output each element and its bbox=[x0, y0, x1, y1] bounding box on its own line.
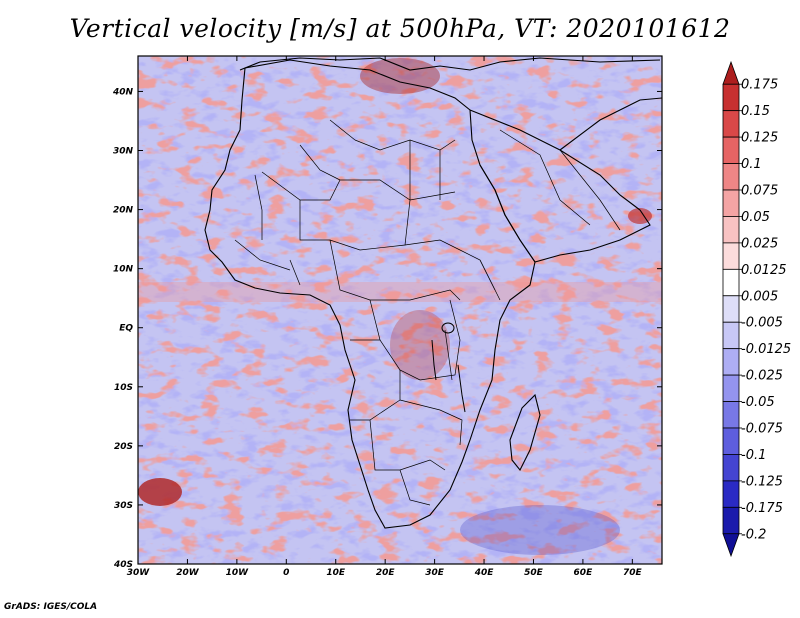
colorbar-segment bbox=[722, 321, 740, 350]
lat-tick-label: 10N bbox=[113, 265, 134, 275]
colorbar-segment bbox=[722, 401, 740, 429]
lon-tick-label: 30E bbox=[425, 568, 445, 578]
colorbar-label: -0.075 bbox=[741, 421, 783, 436]
colorbar-segment bbox=[722, 216, 740, 244]
lon-tick-label: 20E bbox=[376, 568, 396, 578]
iran-coastline bbox=[559, 97, 662, 151]
red-cell-north-africa bbox=[360, 58, 440, 94]
colorbar-label: 0.075 bbox=[741, 184, 778, 199]
colorbar-label: -0.175 bbox=[741, 501, 783, 516]
lat-tick-label: 30N bbox=[113, 147, 134, 157]
country-borders bbox=[234, 119, 621, 506]
map-title: Vertical velocity [m/s] at 500hPa, VT: 2… bbox=[69, 14, 731, 43]
longitude-labels: 30W 20W 10W 0 10E 20E 30E 40E 50E 60E 70E bbox=[127, 568, 643, 578]
colorbar-label: 0.125 bbox=[741, 131, 778, 146]
colorbar-segment bbox=[722, 480, 740, 508]
europe-coastline bbox=[239, 57, 661, 71]
colorbar-label: -0.1 bbox=[741, 448, 766, 463]
lon-tick-label: 60E bbox=[574, 568, 594, 578]
colorbar-label: 0.025 bbox=[741, 236, 778, 251]
lon-tick-label: 30W bbox=[127, 568, 151, 578]
colorbar-segment bbox=[722, 427, 740, 455]
colorbar-label: -0.125 bbox=[741, 474, 783, 489]
plot-frame bbox=[137, 55, 663, 565]
lon-tick-label: 10E bbox=[326, 568, 346, 578]
lon-tick-label: 40E bbox=[474, 568, 495, 578]
latitude-labels: 40N 30N 20N 10N EQ 10S 20S 30S 40S bbox=[112, 87, 134, 570]
axis-ticks bbox=[137, 56, 662, 565]
colorbar bbox=[722, 60, 740, 558]
lat-tick-label: 20S bbox=[114, 442, 133, 452]
colorbar-segment bbox=[722, 163, 740, 191]
lat-tick-label: 40S bbox=[113, 560, 133, 570]
colorbar-segment bbox=[722, 83, 740, 112]
lakes bbox=[431, 322, 466, 413]
lon-tick-label: 50E bbox=[524, 568, 544, 578]
coastlines bbox=[204, 57, 662, 529]
colorbar-segment bbox=[722, 110, 740, 138]
lon-tick-label: 0 bbox=[283, 568, 289, 578]
lat-tick-label: EQ bbox=[119, 324, 133, 334]
colorbar-label: 0.05 bbox=[741, 210, 770, 225]
colorbar-label: 0.175 bbox=[741, 78, 778, 93]
colorbar-labels: 0.175 0.15 0.125 0.1 0.075 0.05 0.025 0.0125 0.0… bbox=[739, 78, 791, 542]
colorbar-segment bbox=[722, 295, 740, 323]
colorbar-segment bbox=[722, 242, 740, 270]
colorbar-label: -0.2 bbox=[741, 527, 766, 542]
colorbar-label: -0.0125 bbox=[741, 342, 791, 357]
blue-cell-south bbox=[460, 505, 620, 555]
colorbar-segment bbox=[722, 348, 740, 376]
colorbar-label: 0.0125 bbox=[741, 263, 787, 278]
colorbar-label: -0.025 bbox=[741, 369, 783, 384]
lat-tick-label: 20N bbox=[113, 206, 134, 216]
colorbar-top-arrow bbox=[722, 60, 740, 85]
lat-tick-label: 30S bbox=[114, 501, 133, 511]
red-cell-congo bbox=[390, 310, 450, 380]
colorbar-segment bbox=[722, 268, 740, 297]
red-cell-arabian-sea bbox=[628, 208, 652, 224]
itcz-band bbox=[138, 282, 662, 302]
red-cell-southwest bbox=[138, 478, 182, 506]
velocity-field bbox=[138, 56, 662, 564]
colorbar-segment bbox=[722, 136, 740, 164]
colorbar-segment bbox=[722, 374, 740, 402]
arabia-coastline bbox=[469, 109, 651, 263]
lat-tick-label: 10S bbox=[114, 383, 133, 393]
lon-tick-label: 20W bbox=[176, 568, 200, 578]
grads-credit: GrADS: IGES/COLA bbox=[4, 602, 98, 612]
lon-tick-label: 10W bbox=[226, 568, 250, 578]
colorbar-label: 0.005 bbox=[741, 289, 778, 304]
colorbar-label: 0.15 bbox=[741, 104, 770, 119]
colorbar-segment bbox=[722, 189, 740, 217]
africa-coastline bbox=[204, 59, 536, 529]
lon-tick-label: 70E bbox=[623, 568, 643, 578]
madagascar-coastline bbox=[509, 393, 541, 472]
colorbar-label: -0.005 bbox=[741, 316, 783, 331]
lat-tick-label: 40N bbox=[112, 87, 134, 97]
colorbar-label: 0.1 bbox=[741, 157, 762, 172]
colorbar-segment bbox=[722, 506, 740, 535]
colorbar-bottom-arrow bbox=[722, 533, 740, 558]
colorbar-segment bbox=[722, 454, 740, 482]
colorbar-label: -0.05 bbox=[741, 395, 775, 410]
